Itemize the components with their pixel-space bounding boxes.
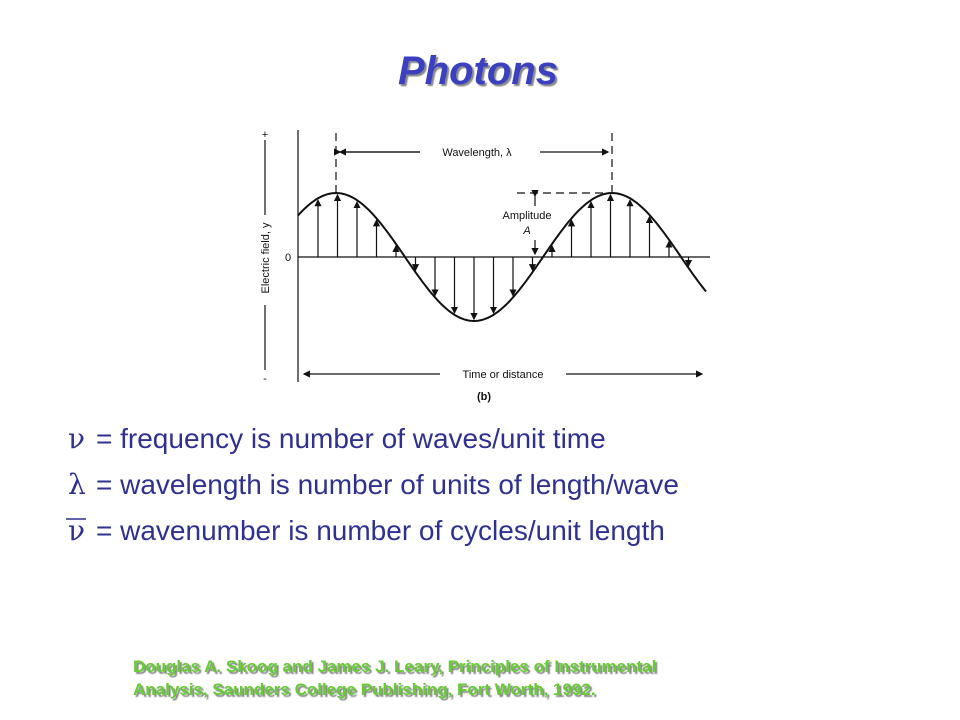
- amplitude-label: Amplitude: [503, 210, 552, 222]
- wavelength-label: Wavelength, λ: [442, 147, 512, 159]
- definition: = wavelength is number of units of lengt…: [96, 469, 679, 500]
- symbol: λ: [68, 468, 86, 501]
- amplitude-symbol: A: [522, 225, 530, 237]
- citation: Douglas A. Skoog and James J. Leary, Pri…: [133, 657, 656, 676]
- x-axis-label: Time or distance: [463, 369, 544, 381]
- wave-figure: [264, 130, 710, 382]
- zero-label: 0: [285, 252, 291, 264]
- symbol: ν: [68, 422, 85, 455]
- sine-wave: [297, 191, 707, 323]
- y-axis-label: Electric field, y: [260, 222, 272, 293]
- symbol: ν: [68, 514, 85, 547]
- definition: = wavenumber is number of cycles/unit le…: [96, 515, 665, 546]
- minus-label: -: [263, 373, 267, 385]
- plus-label: +: [262, 129, 268, 141]
- panel-label: (b): [477, 391, 491, 403]
- title: Photons: [398, 49, 558, 93]
- citation: Analysis, Saunders College Publishing, F…: [133, 680, 596, 699]
- definition: = frequency is number of waves/unit time: [96, 423, 606, 454]
